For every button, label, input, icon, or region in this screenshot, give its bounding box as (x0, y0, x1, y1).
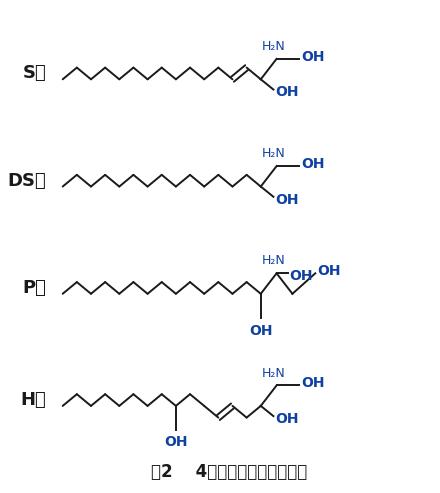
Text: OH: OH (249, 324, 272, 338)
Text: OH: OH (301, 377, 325, 390)
Text: H₂N: H₂N (261, 367, 285, 380)
Text: OH: OH (290, 269, 313, 283)
Text: OH: OH (301, 50, 325, 64)
Text: OH: OH (317, 264, 341, 279)
Text: P：: P： (22, 279, 46, 297)
Text: 图2    4种长链氨基醇的结构式: 图2 4种长链氨基醇的结构式 (151, 463, 307, 482)
Text: OH: OH (275, 85, 299, 100)
Text: OH: OH (164, 435, 187, 449)
Text: H₂N: H₂N (261, 147, 285, 160)
Text: H：: H： (20, 391, 46, 409)
Text: OH: OH (301, 157, 325, 171)
Text: S：: S： (22, 65, 46, 82)
Text: DS：: DS： (7, 172, 46, 190)
Text: OH: OH (275, 193, 299, 207)
Text: H₂N: H₂N (261, 40, 285, 53)
Text: H₂N: H₂N (261, 254, 285, 268)
Text: OH: OH (275, 412, 299, 426)
